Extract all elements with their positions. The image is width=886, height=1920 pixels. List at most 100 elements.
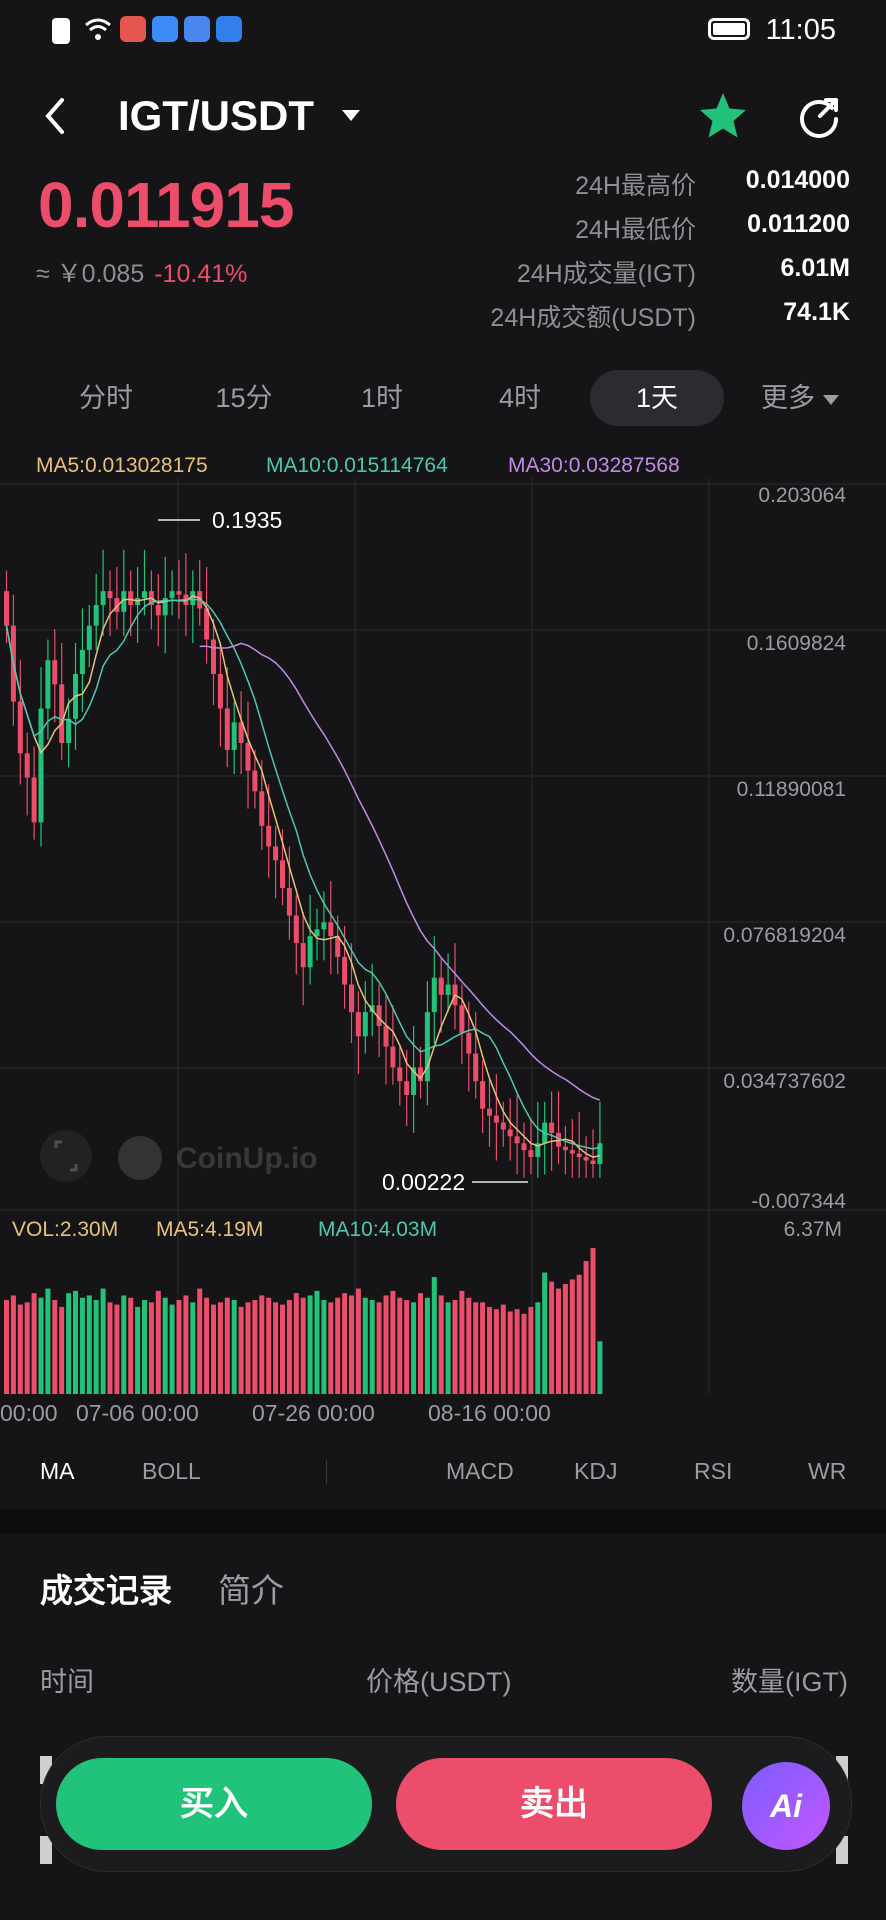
y-tick-label: 0.203064 <box>758 484 846 507</box>
volume-bar <box>231 1300 237 1394</box>
volume-bar <box>583 1261 589 1394</box>
candle-body <box>349 984 354 1013</box>
volume-bar <box>390 1290 396 1394</box>
candle-body <box>362 1012 368 1037</box>
battery-icon <box>708 18 750 40</box>
candle-body <box>514 1136 520 1144</box>
ai-assistant-button[interactable]: Ai <box>742 1762 830 1850</box>
candle-body <box>383 1025 389 1047</box>
candle-body <box>535 1143 541 1158</box>
sell-button[interactable]: 卖出 <box>396 1758 712 1850</box>
volume-bar <box>397 1297 403 1394</box>
fullscreen-icon[interactable] <box>40 1130 92 1182</box>
tab-indicator-rsi[interactable]: RSI <box>694 1458 733 1484</box>
candle-body <box>24 753 30 778</box>
candle-body <box>397 1067 403 1082</box>
candle-body <box>38 708 44 823</box>
ma30-line <box>199 642 601 1101</box>
volume-bar <box>121 1295 127 1394</box>
volume-bar <box>480 1302 486 1394</box>
share-icon[interactable] <box>796 94 842 140</box>
volume-bar <box>280 1304 285 1394</box>
volume-bar <box>404 1300 410 1394</box>
tab-indicator-boll[interactable]: BOLL <box>142 1458 201 1484</box>
volume-bar <box>542 1272 548 1394</box>
volume-bar <box>52 1300 58 1394</box>
approx-value: ≈ ￥0.085 <box>36 260 145 288</box>
candle-body <box>100 591 106 605</box>
tab-interval-1d[interactable]: 1天 <box>590 370 724 426</box>
candle-body <box>328 922 334 937</box>
back-icon[interactable] <box>40 96 70 136</box>
candlestick-chart[interactable]: 0.203064 0.1609824 0.11890081 0.07681920… <box>0 478 886 1394</box>
ma5-line <box>5 595 601 1158</box>
volume-bar <box>507 1311 513 1394</box>
tab-interval-15m[interactable]: 15分 <box>215 383 273 413</box>
volume-bar <box>521 1313 527 1394</box>
x-axis: 00:00 07-06 00:00 07-26 00:00 08-16 00:0… <box>0 1400 886 1430</box>
candle-body <box>217 673 223 709</box>
candle-body <box>300 943 306 968</box>
candle-body <box>93 604 99 626</box>
tab-trade-records[interactable]: 成交记录 <box>40 1572 172 1609</box>
y-tick-label: -0.007344 <box>751 1190 846 1213</box>
last-price: 0.011915 <box>38 169 294 241</box>
candle-body <box>390 1046 396 1068</box>
candle-body <box>424 1012 430 1082</box>
volume-bar <box>107 1302 113 1394</box>
record-row-peek <box>40 1836 52 1864</box>
tab-indicator-kdj[interactable]: KDJ <box>574 1458 618 1484</box>
volume-bar <box>549 1281 555 1394</box>
volume-bar <box>335 1297 341 1394</box>
stat-value-volume: 6.01M <box>780 254 850 282</box>
volume-bar <box>93 1300 99 1394</box>
price-change-percent: -10.41% <box>154 260 248 288</box>
candle-body <box>211 639 216 674</box>
tab-indicator-wr[interactable]: WR <box>808 1458 847 1484</box>
volume-bar <box>79 1297 85 1394</box>
candle-body <box>17 701 23 754</box>
volume-bar <box>135 1306 141 1394</box>
candle-body <box>293 915 299 944</box>
candle-body <box>335 936 341 957</box>
favorite-star-icon[interactable] <box>697 90 749 142</box>
volume-bar <box>211 1304 216 1394</box>
volume-bar <box>24 1302 30 1394</box>
volume-bar <box>245 1302 251 1394</box>
volume-bar <box>535 1302 541 1394</box>
volume-bar <box>328 1302 334 1394</box>
tab-indicator-ma[interactable]: MA <box>40 1458 75 1484</box>
tab-interval-1h[interactable]: 1时 <box>360 383 404 413</box>
volume-bar <box>466 1297 472 1394</box>
candle-body <box>583 1157 589 1161</box>
volume-bar <box>17 1304 23 1394</box>
tab-interval-more[interactable]: 更多 <box>740 370 860 426</box>
high-annotation: 0.1935 <box>212 507 282 533</box>
column-header-amount: 数量(IGT) <box>731 1667 848 1697</box>
vol-max-label: 6.37M <box>784 1218 842 1241</box>
pair-selector[interactable]: IGT/USDT <box>118 92 314 139</box>
candle-body <box>224 708 230 750</box>
volume-bar <box>59 1306 65 1394</box>
candle-body <box>576 1153 582 1158</box>
candle-body <box>128 591 134 605</box>
volume-bar <box>183 1295 189 1394</box>
x-tick-label: 07-26 00:00 <box>252 1400 375 1426</box>
volume-bar <box>431 1277 437 1394</box>
buy-button[interactable]: 买入 <box>56 1758 372 1850</box>
tab-indicator-macd[interactable]: MACD <box>446 1458 514 1484</box>
pair-dropdown-icon[interactable] <box>342 110 360 121</box>
volume-bar <box>217 1302 223 1394</box>
stat-value-high: 0.014000 <box>745 166 850 194</box>
candle-body <box>252 770 258 792</box>
volume-bar <box>128 1297 134 1394</box>
volume-bar <box>438 1295 444 1394</box>
tab-interval-4h[interactable]: 4时 <box>498 383 542 413</box>
tab-introduction[interactable]: 简介 <box>218 1572 284 1609</box>
coinup-logo-icon <box>118 1136 162 1180</box>
volume-bar <box>155 1290 161 1394</box>
candle-body <box>342 956 348 985</box>
tab-interval-line[interactable]: 分时 <box>79 383 133 413</box>
vol-ma10-legend: MA10:4.03M <box>318 1218 437 1241</box>
x-tick-label: 07-06 00:00 <box>76 1400 199 1426</box>
